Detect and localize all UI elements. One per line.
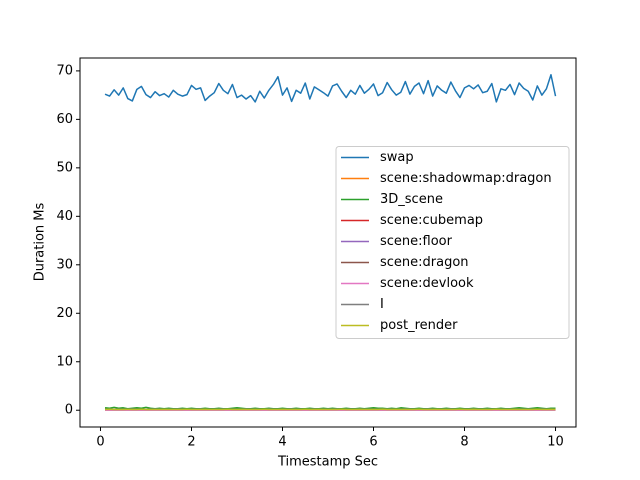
y-tick-label: 0	[65, 403, 73, 418]
x-axis-label: Timestamp Sec	[277, 455, 378, 470]
series-line	[104, 74, 557, 103]
legend: swap scene:shadowmap:dragon 3D_scene scene:…	[335, 146, 570, 339]
y-axis-label: Duration Ms	[33, 202, 48, 281]
legend-label: 3D_scene	[380, 192, 443, 207]
legend-label: scene:cubemap	[380, 213, 483, 228]
x-tick-label: 2	[187, 435, 195, 450]
y-tick-label: 40	[56, 209, 73, 224]
y-tick-label: 50	[56, 160, 73, 175]
x-tick-label: 6	[369, 435, 377, 450]
legend-label: scene:dragon	[380, 255, 469, 270]
legend-label: scene:devlook	[380, 276, 474, 291]
x-tick-label: 0	[96, 435, 104, 450]
legend-label: swap	[380, 150, 414, 165]
axes-frame	[79, 57, 577, 428]
legend-label: scene:floor	[380, 234, 453, 249]
legend-label: post_render	[380, 318, 458, 333]
legend-label: scene:shadowmap:dragon	[380, 171, 552, 186]
y-tick-label: 70	[56, 63, 73, 78]
y-tick-label: 20	[56, 306, 73, 321]
x-tick-label: 10	[547, 435, 564, 450]
legend-label: I	[380, 297, 384, 312]
x-tick-label: 4	[278, 435, 286, 450]
x-tick-label: 8	[460, 435, 468, 450]
y-tick-label: 60	[56, 112, 73, 127]
y-tick-label: 10	[56, 354, 73, 369]
y-tick-label: 30	[56, 257, 73, 272]
legend-box	[335, 146, 570, 339]
